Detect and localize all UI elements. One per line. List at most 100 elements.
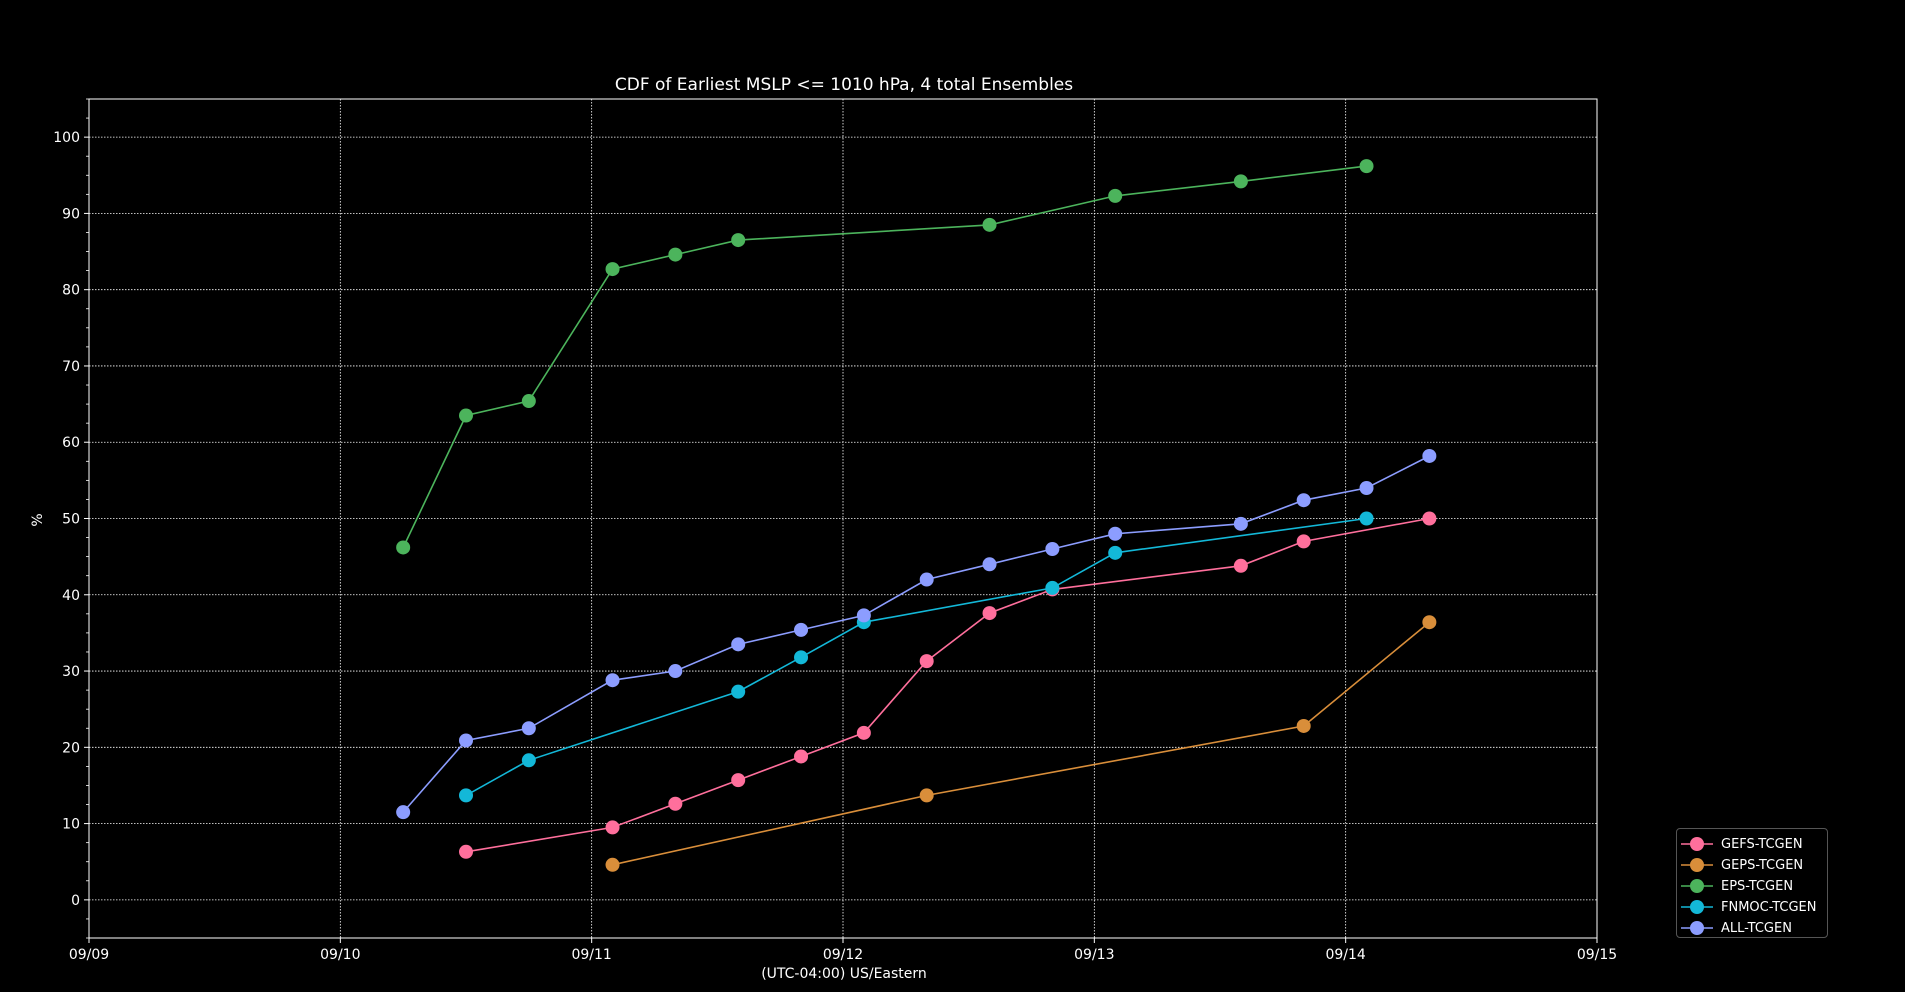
y-tick-label: 90 (62, 206, 80, 222)
data-point (605, 857, 620, 872)
data-point (1359, 511, 1374, 526)
data-point (856, 608, 871, 623)
data-point (1296, 493, 1311, 508)
data-point (1045, 542, 1060, 557)
y-tick-label: 30 (62, 664, 80, 680)
data-point (668, 796, 683, 811)
legend-label: EPS-TCGEN (1721, 878, 1794, 894)
x-tick-label: 09/15 (1577, 947, 1617, 963)
y-tick-label: 60 (62, 435, 80, 451)
grid (89, 99, 1597, 938)
data-point (1108, 545, 1123, 560)
data-point (1296, 534, 1311, 549)
legend-swatch (1679, 897, 1715, 917)
data-point (731, 684, 746, 699)
x-tick-label: 09/11 (571, 947, 611, 963)
data-point (919, 654, 934, 669)
x-tick-label: 09/10 (320, 947, 360, 963)
y-tick-label: 20 (62, 740, 80, 756)
series-line (612, 621, 1430, 866)
data-point (1108, 188, 1123, 203)
data-point (605, 673, 620, 688)
y-tick-label: 10 (62, 817, 80, 833)
data-point (1045, 580, 1060, 595)
legend-swatch (1679, 876, 1715, 896)
data-point (668, 247, 683, 262)
data-point (459, 733, 473, 748)
series-line (465, 517, 1430, 853)
x-tick-label: 09/13 (1074, 947, 1114, 963)
data-point (1422, 511, 1437, 526)
y-tick-label: 100 (53, 130, 80, 146)
data-point (1108, 526, 1123, 541)
data-point (521, 721, 536, 736)
legend-label: GEPS-TCGEN (1721, 857, 1804, 873)
legend-label: FNMOC-TCGEN (1721, 899, 1817, 915)
legend-item: GEPS-TCGEN (1677, 855, 1827, 875)
series-gefs-tcgen (459, 511, 1437, 859)
data-point (1233, 516, 1248, 531)
data-point (1233, 174, 1248, 189)
data-point (459, 408, 473, 423)
data-point (856, 725, 871, 740)
legend: GEFS-TCGEN GEPS-TCGEN EPS-TCGEN FNMOC-TCGEN… (1676, 828, 1828, 938)
x-tick-label: 09/14 (1325, 947, 1365, 963)
data-point (982, 606, 997, 621)
data-point (794, 650, 809, 665)
legend-label: GEFS-TCGEN (1721, 836, 1803, 852)
data-point (1233, 558, 1248, 573)
data-point (731, 773, 746, 788)
chart-title: CDF of Earliest MSLP <= 1010 hPa, 4 tota… (615, 75, 1073, 95)
data-point (1422, 448, 1437, 463)
data-point (1359, 159, 1374, 174)
y-tick-label: 50 (62, 512, 80, 528)
y-tick-label: 40 (62, 588, 80, 604)
legend-item: FNMOC-TCGEN (1677, 897, 1827, 917)
legend-swatch (1679, 834, 1715, 854)
x-tick-label: 09/09 (69, 947, 109, 963)
data-point (521, 753, 536, 768)
data-point (396, 805, 411, 820)
legend-label: ALL-TCGEN (1721, 920, 1792, 936)
series-fnmoc-tcgen (459, 511, 1374, 803)
data-point (1422, 615, 1437, 630)
legend-item: ALL-TCGEN (1677, 918, 1827, 938)
data-point (919, 788, 934, 803)
series-all-tcgen (396, 448, 1437, 820)
data-point (1296, 718, 1311, 733)
series-geps-tcgen (605, 615, 1437, 872)
x-tick-label: 09/12 (823, 947, 863, 963)
data-point (982, 217, 997, 232)
series-line (402, 165, 1367, 548)
data-point (459, 788, 473, 803)
legend-swatch (1679, 855, 1715, 875)
data-point (982, 557, 997, 572)
data-point (668, 664, 683, 679)
series-group (396, 159, 1437, 872)
data-point (1359, 480, 1374, 495)
y-tick-label: 0 (71, 893, 80, 909)
data-point (396, 540, 411, 555)
plot-frame (88, 98, 1598, 939)
data-point (605, 820, 620, 835)
legend-swatch (1679, 918, 1715, 938)
series-line (465, 517, 1367, 797)
data-point (731, 233, 746, 248)
x-axis-label: (UTC-04:00) US/Eastern (761, 966, 927, 982)
axes: 0 10 20 30 40 50 60 70 80 90 100 09/09 09/10 09/11 09/… (53, 98, 1617, 963)
legend-item: EPS-TCGEN (1677, 876, 1827, 896)
data-point (919, 572, 934, 587)
data-point (794, 622, 809, 637)
y-tick-label: 80 (62, 283, 80, 299)
data-point (605, 262, 620, 277)
data-point (459, 844, 473, 859)
series-line (402, 455, 1430, 813)
y-axis-label: % (30, 513, 46, 526)
data-point (521, 394, 536, 409)
series-eps-tcgen (396, 159, 1374, 555)
legend-item: GEFS-TCGEN (1677, 834, 1827, 854)
data-point (731, 637, 746, 652)
data-point (794, 749, 809, 764)
y-tick-label: 70 (62, 359, 80, 375)
